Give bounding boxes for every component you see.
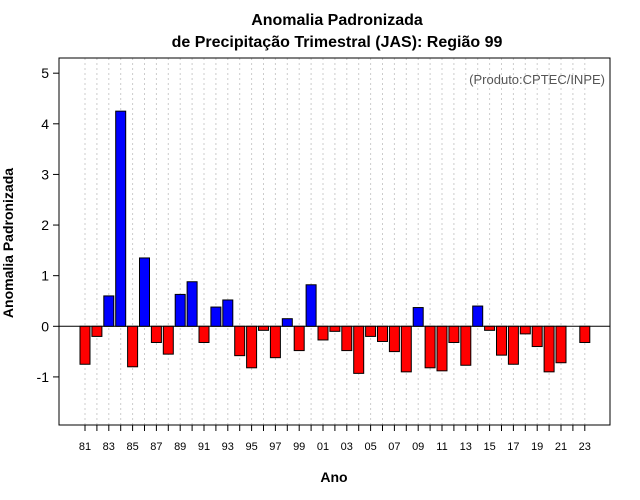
bar-2011 bbox=[436, 325, 448, 372]
bar-series bbox=[79, 110, 591, 374]
bar-2006 bbox=[377, 325, 388, 342]
x-tick-label: 09 bbox=[412, 441, 424, 453]
bar-2002 bbox=[329, 325, 341, 332]
bar-1982 bbox=[91, 325, 103, 337]
bar-1994 bbox=[234, 325, 246, 357]
bar-2012 bbox=[448, 325, 460, 343]
y-tick-label: -1 bbox=[37, 369, 50, 385]
bar-2004 bbox=[353, 325, 365, 374]
x-tick-label: 05 bbox=[364, 441, 376, 453]
bar-1997 bbox=[269, 325, 281, 359]
bar-2009 bbox=[412, 307, 424, 327]
x-tick-label: 91 bbox=[198, 441, 210, 453]
bar-2019 bbox=[531, 325, 543, 348]
x-tick-label: 21 bbox=[555, 441, 567, 453]
x-tick-label: 99 bbox=[293, 441, 305, 453]
bar-1989 bbox=[174, 293, 186, 327]
y-tick-label: 3 bbox=[41, 166, 49, 182]
bar-2001 bbox=[317, 325, 329, 341]
x-tick-label: 01 bbox=[317, 441, 329, 453]
x-tick-label: 07 bbox=[388, 441, 400, 453]
bar-2007 bbox=[388, 325, 400, 353]
y-tick-label: 2 bbox=[41, 217, 49, 233]
bar-2003 bbox=[341, 325, 353, 352]
bar-2014 bbox=[472, 305, 484, 327]
bar-1999 bbox=[293, 325, 305, 352]
bar-1986 bbox=[139, 257, 150, 327]
x-tick-label: 83 bbox=[103, 441, 115, 453]
bar-1988 bbox=[162, 325, 174, 355]
bar-1995 bbox=[246, 325, 258, 369]
bar-1992 bbox=[210, 306, 222, 327]
y-axis: -1 0 1 2 3 4 5 bbox=[37, 65, 59, 385]
bar-1993 bbox=[222, 299, 234, 327]
x-tick-label: 93 bbox=[222, 441, 234, 453]
bar-2016 bbox=[496, 325, 507, 356]
x-tick-label: 23 bbox=[579, 441, 591, 453]
bar-2008 bbox=[400, 325, 412, 373]
chart-title: Anomalia Padronizada bbox=[251, 12, 423, 29]
x-tick-label: 15 bbox=[483, 441, 495, 453]
x-axis-title: Ano bbox=[320, 469, 347, 485]
x-tick-label: 85 bbox=[126, 441, 138, 453]
bar-1985 bbox=[127, 325, 139, 368]
bar-1996 bbox=[258, 325, 269, 331]
x-tick-label: 19 bbox=[531, 441, 543, 453]
x-tick-label: 03 bbox=[341, 441, 353, 453]
y-tick-label: 4 bbox=[41, 116, 49, 132]
bar-1983 bbox=[103, 295, 115, 327]
bar-1990 bbox=[186, 281, 198, 327]
bar-2010 bbox=[424, 325, 436, 369]
y-axis-title: Anomalia Padronizada bbox=[0, 168, 16, 318]
bar-2018 bbox=[519, 325, 531, 335]
x-tick-label: 89 bbox=[174, 441, 186, 453]
bar-2013 bbox=[460, 325, 472, 366]
bar-1987 bbox=[150, 325, 162, 343]
bar-2021 bbox=[555, 325, 567, 364]
x-tick-label: 81 bbox=[79, 441, 91, 453]
bar-2017 bbox=[507, 325, 519, 365]
y-tick-label: 5 bbox=[41, 65, 49, 81]
bar-2023 bbox=[579, 325, 591, 343]
x-tick-label: 97 bbox=[269, 441, 281, 453]
bar-1998 bbox=[281, 318, 293, 327]
x-tick-label: 17 bbox=[507, 441, 519, 453]
x-axis: 81 83 85 87 89 91 93 95 97 99 01 03 05 07 09 11 13 15 17 19… bbox=[79, 425, 591, 453]
bar-1984 bbox=[115, 110, 127, 327]
bar-1991 bbox=[198, 325, 210, 343]
y-tick-label: 1 bbox=[41, 268, 49, 284]
source-annotation: (Produto:CPTEC/INPE) bbox=[469, 72, 605, 87]
x-tick-label: 11 bbox=[436, 441, 447, 453]
y-tick-label: 0 bbox=[41, 318, 49, 334]
vertical-grid bbox=[84, 58, 586, 425]
x-tick-label: 95 bbox=[245, 441, 257, 453]
bar-2015 bbox=[484, 325, 496, 331]
bar-2020 bbox=[543, 325, 555, 373]
bar-1981 bbox=[79, 325, 91, 365]
bar-2000 bbox=[305, 284, 317, 327]
x-tick-label: 87 bbox=[150, 441, 162, 453]
x-tick-label: 13 bbox=[460, 441, 472, 453]
chart-subtitle: de Precipitação Trimestral (JAS): Região… bbox=[172, 34, 503, 51]
bar-2005 bbox=[365, 325, 377, 337]
